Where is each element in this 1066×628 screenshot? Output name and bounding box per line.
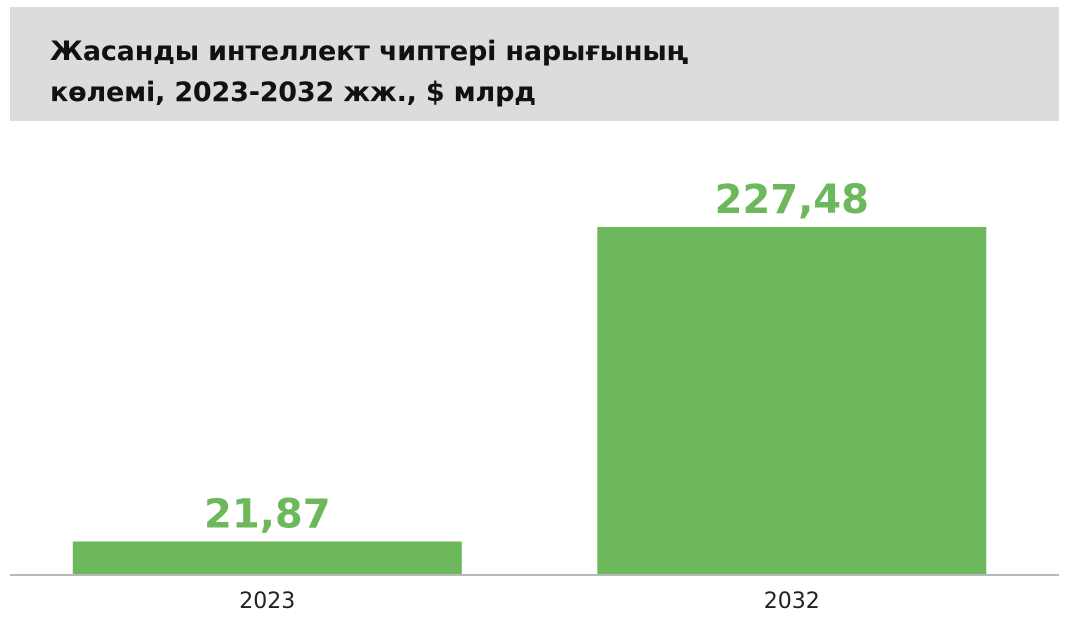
tick-labels-group: 2023 2032 — [239, 589, 820, 614]
x-tick-label-2023: 2023 — [239, 589, 295, 614]
bars-group — [72, 227, 987, 575]
value-labels-group: 21,87 227,48 — [204, 177, 869, 538]
bar-2023 — [72, 541, 462, 575]
bar-2032 — [597, 227, 987, 575]
value-label-2032: 227,48 — [715, 177, 869, 223]
chart-title: Жасанды интеллект чиптері нарығының көле… — [50, 36, 689, 108]
value-label-2023: 21,87 — [204, 492, 331, 538]
title-band: Жасанды интеллект чиптері нарығының көле… — [10, 7, 1059, 121]
x-tick-label-2032: 2032 — [764, 589, 820, 614]
